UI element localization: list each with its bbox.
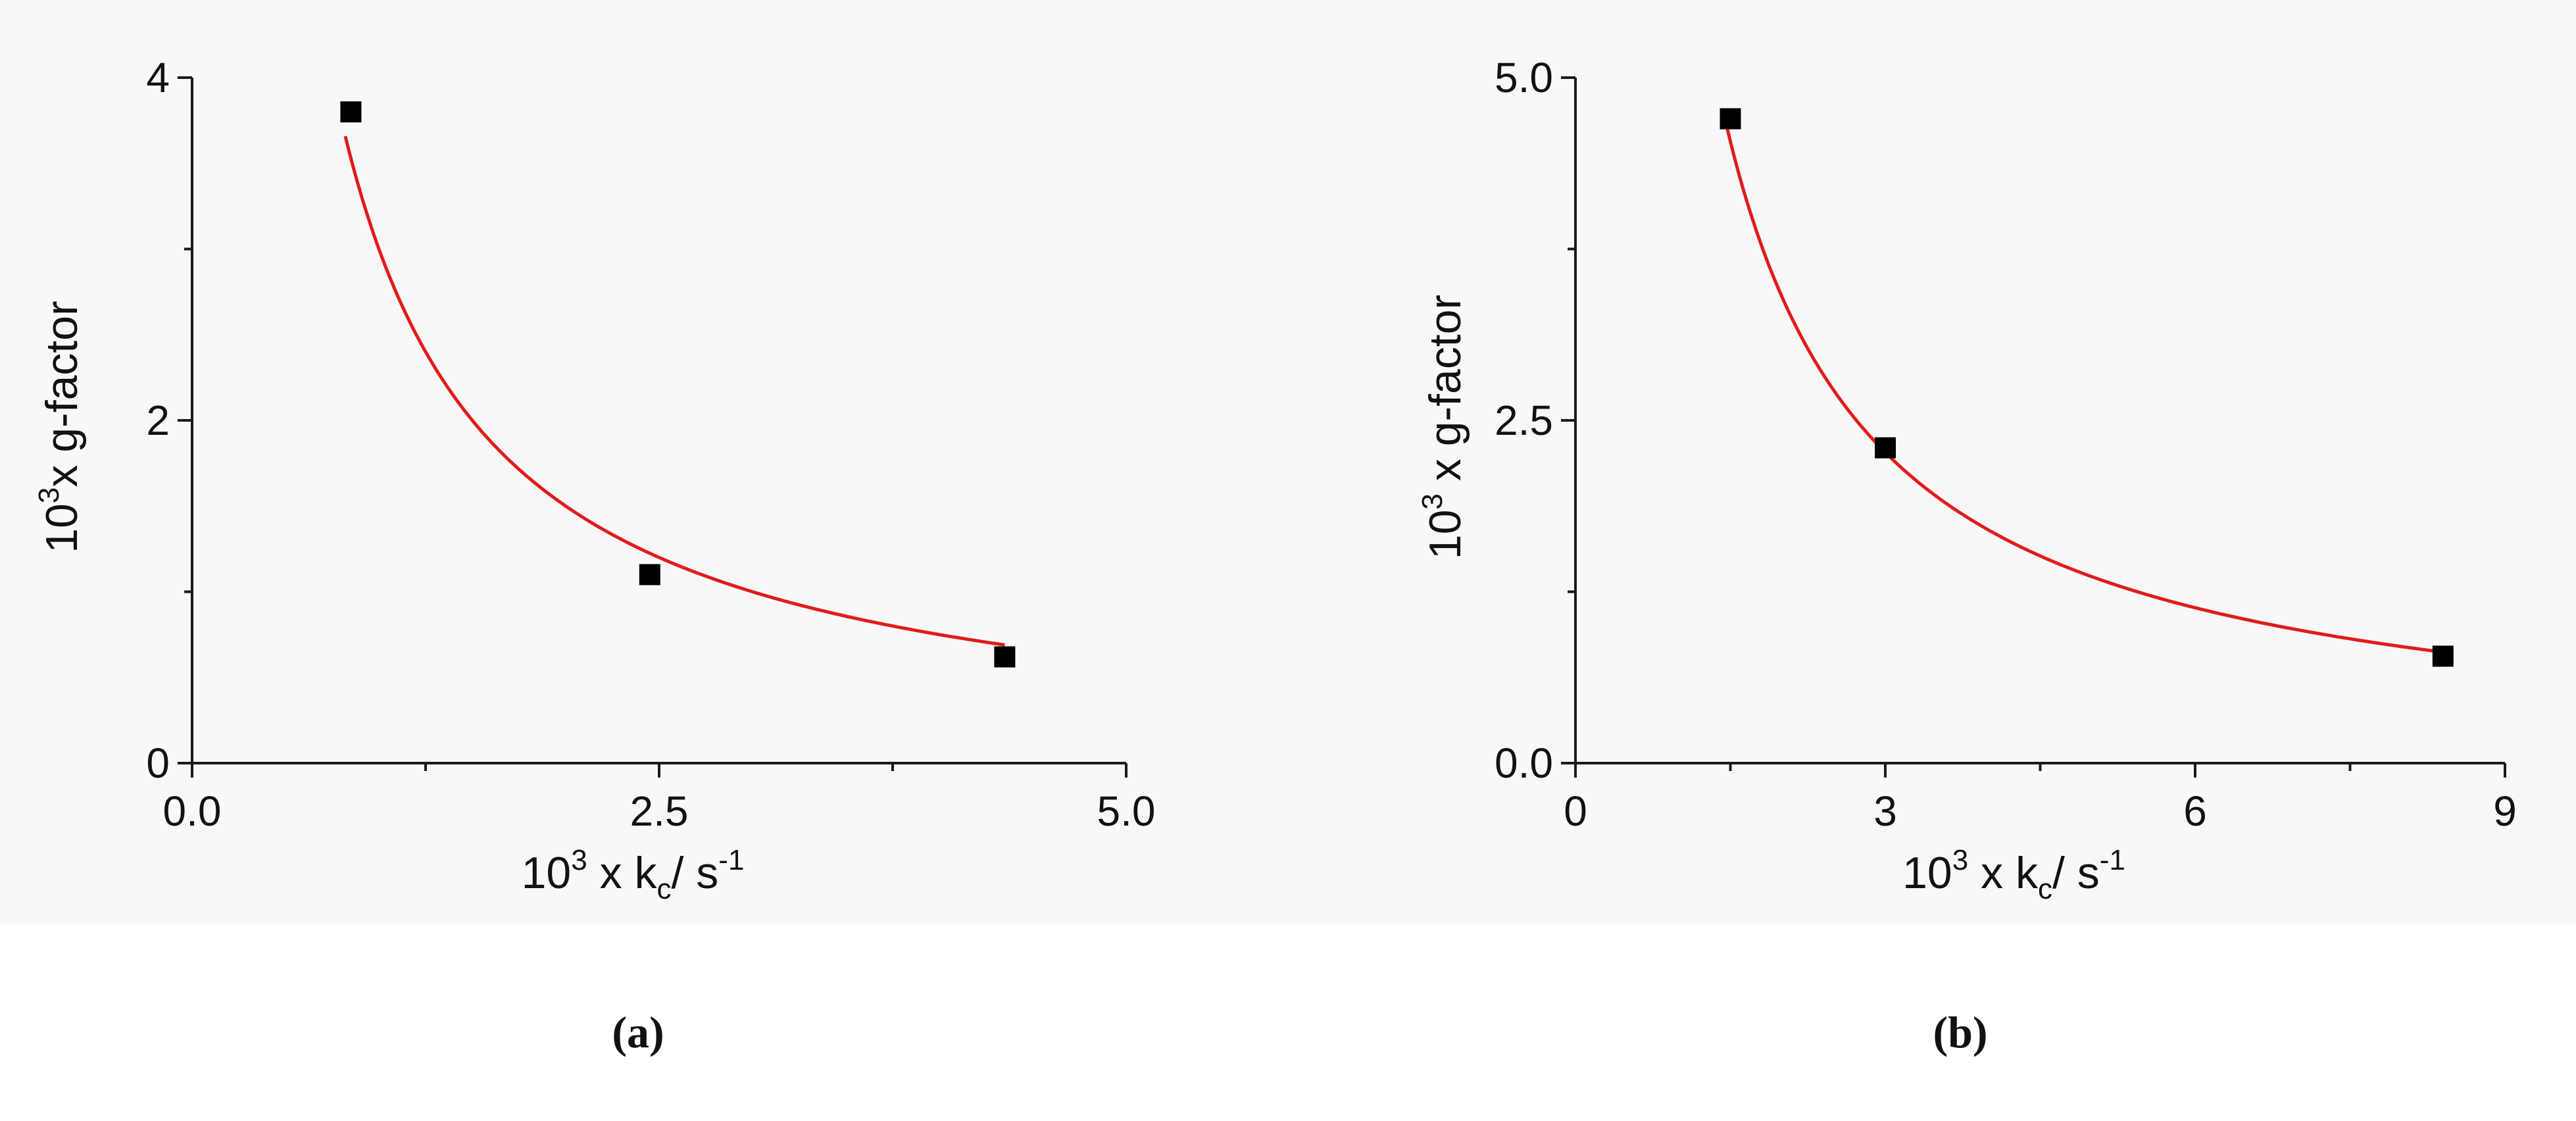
y-axis-title: 103 x g-factor <box>1416 295 1470 559</box>
y-tick-label: 0 <box>146 739 170 787</box>
x-axis-title: 103 x kc/ s-1 <box>522 844 745 905</box>
fit-curve <box>1723 120 2444 654</box>
y-tick-label: 5.0 <box>1495 54 1553 101</box>
x-tick-label: 9 <box>2493 787 2517 835</box>
charts-canvas: 0.0 2.5 5.0 0 2 4 103 x kc/ s-1 103x g-factor 0 3… <box>33 54 2517 905</box>
x-tick-label: 3 <box>1873 787 1897 835</box>
chart-panel-b: 0 3 6 9 0.0 2.5 5.0 103 x kc/ s-1 103 x g-factor <box>1416 54 2517 905</box>
x-tick-label: 5.0 <box>1097 787 1156 835</box>
x-tick-label: 0.0 <box>163 787 222 835</box>
y-axis-title: 103x g-factor <box>33 301 87 553</box>
y-tick-label: 0.0 <box>1495 739 1553 787</box>
panel-caption-b: (b) <box>1933 1007 1988 1057</box>
y-tick-label: 4 <box>146 54 170 101</box>
x-tick-label: 2.5 <box>630 787 689 835</box>
panel-caption-a: (a) <box>612 1007 664 1057</box>
figure: 0.0 2.5 5.0 0 2 4 103 x kc/ s-1 103x g-factor 0 3… <box>33 54 2517 905</box>
chart-panel-a: 0.0 2.5 5.0 0 2 4 103 x kc/ s-1 103x g-factor <box>33 54 1155 905</box>
data-point-marker <box>1875 437 1896 459</box>
data-point-marker <box>1720 108 1741 130</box>
y-tick-label: 2 <box>146 397 170 444</box>
y-tick-label: 2.5 <box>1495 397 1553 444</box>
data-point-marker <box>340 101 362 123</box>
fit-curve <box>343 136 1005 647</box>
data-point-marker <box>639 564 660 585</box>
x-axis-title: 103 x kc/ s-1 <box>1902 844 2125 905</box>
data-point-marker <box>994 646 1016 668</box>
x-tick-label: 6 <box>2183 787 2207 835</box>
data-point-marker <box>2432 645 2454 667</box>
x-tick-label: 0 <box>1564 787 1587 835</box>
